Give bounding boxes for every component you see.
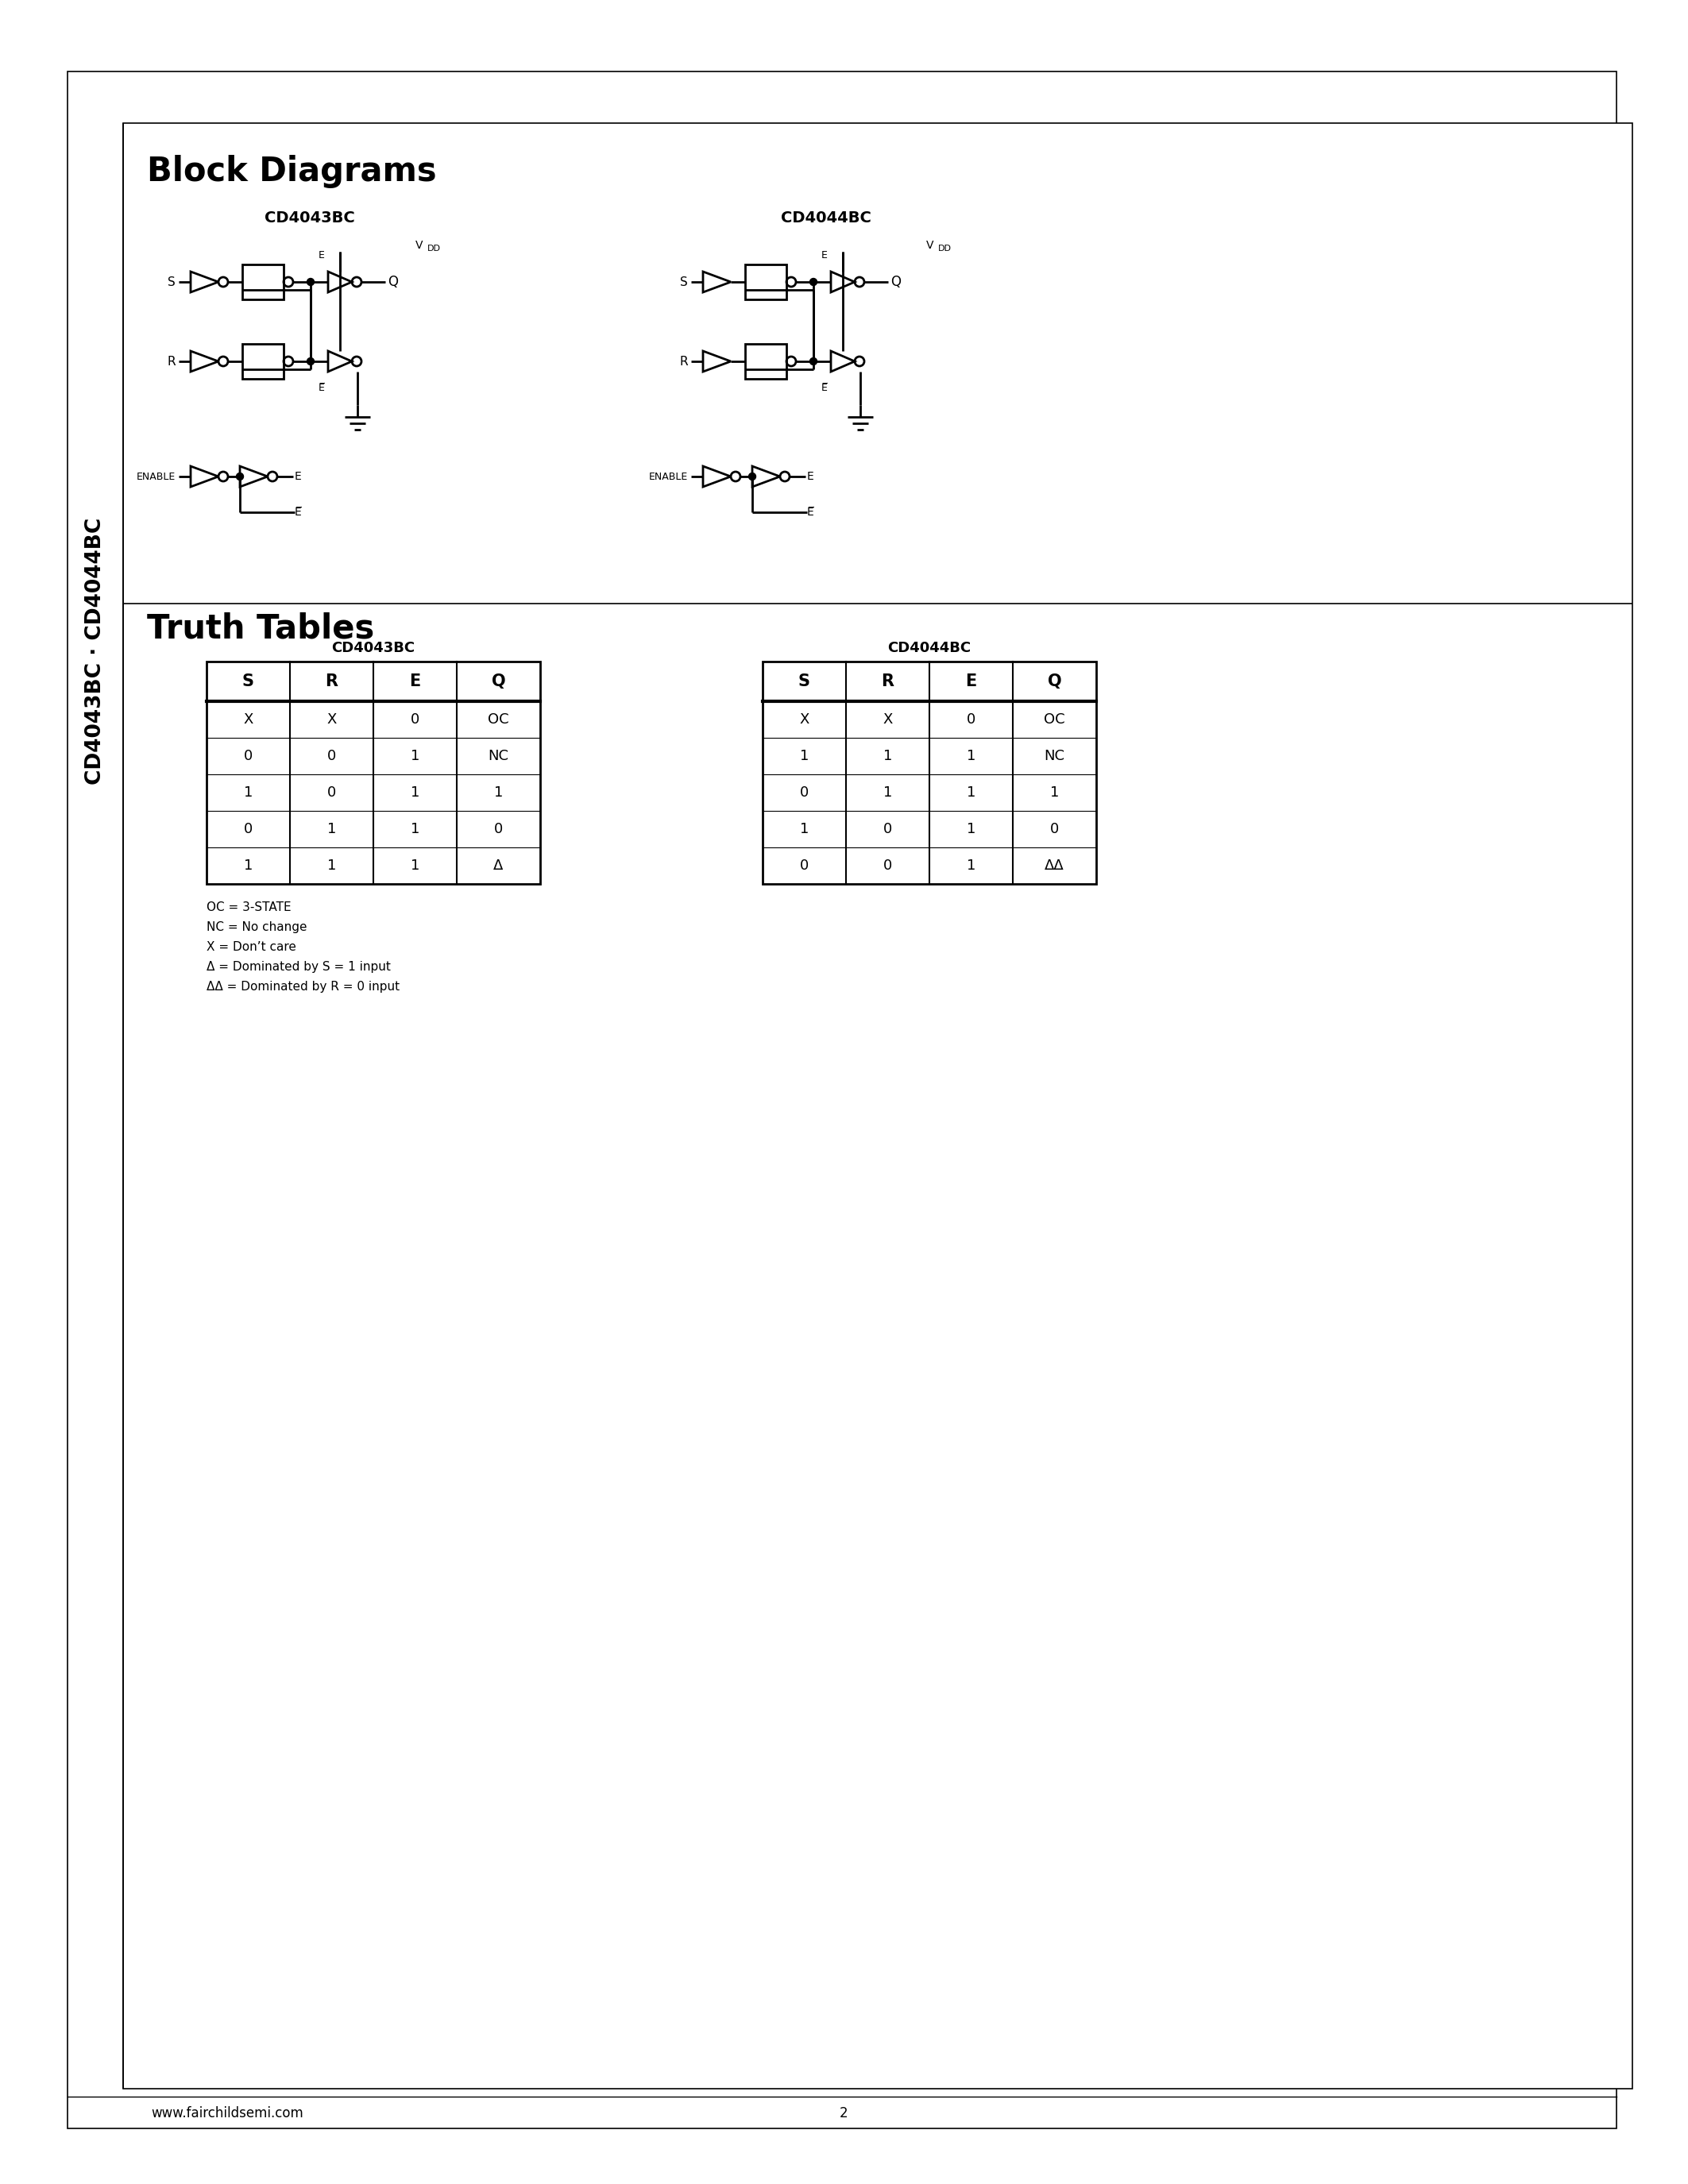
Text: DD: DD [427, 245, 441, 253]
Text: Δ: Δ [493, 858, 503, 874]
Text: Q: Q [491, 673, 505, 690]
Text: S: S [243, 673, 255, 690]
Text: ΔΔ: ΔΔ [1045, 858, 1065, 874]
Text: 1: 1 [327, 821, 336, 836]
Text: V: V [415, 240, 422, 251]
Text: S: S [167, 275, 176, 288]
Text: 1: 1 [327, 858, 336, 874]
Text: E: E [319, 251, 324, 260]
Text: 0: 0 [967, 712, 976, 727]
Text: R: R [680, 356, 689, 367]
Text: ΔΔ = Dominated by R = 0 input: ΔΔ = Dominated by R = 0 input [206, 981, 400, 994]
Bar [744, 343, 787, 378]
Text: CD4043BC: CD4043BC [331, 640, 415, 655]
Text: NC: NC [488, 749, 508, 762]
Text: 2: 2 [839, 2105, 847, 2121]
Text: X = Don’t care: X = Don’t care [206, 941, 295, 952]
Text: Q: Q [388, 275, 398, 288]
Text: CD4044BC: CD4044BC [782, 210, 871, 225]
Text: 0: 0 [495, 821, 503, 836]
Text: 1: 1 [883, 786, 893, 799]
Text: 0: 0 [883, 821, 893, 836]
Circle shape [810, 358, 817, 365]
Text: 0: 0 [327, 749, 336, 762]
Text: OC: OC [1043, 712, 1065, 727]
Text: X: X [243, 712, 253, 727]
Text: Q: Q [1048, 673, 1062, 690]
Bar [763, 662, 1096, 885]
Text: E: E [966, 673, 977, 690]
Text: www.fairchildsemi.com: www.fairchildsemi.com [150, 2105, 304, 2121]
Text: 1: 1 [967, 786, 976, 799]
Text: Q: Q [891, 275, 901, 288]
Text: Truth Tables: Truth Tables [147, 612, 375, 644]
Text: E: E [410, 673, 420, 690]
Text: OC = 3-STATE: OC = 3-STATE [206, 902, 292, 913]
Text: E̅: E̅ [822, 382, 827, 393]
Text: E: E [807, 472, 814, 483]
Text: 1: 1 [883, 749, 893, 762]
Text: S: S [798, 673, 810, 690]
Text: CD4043BC: CD4043BC [265, 210, 354, 225]
Text: R: R [167, 356, 176, 367]
Text: 0: 0 [883, 858, 893, 874]
Text: 1: 1 [800, 749, 809, 762]
Text: 0: 0 [800, 786, 809, 799]
Text: DD: DD [939, 245, 952, 253]
Text: 1: 1 [243, 858, 253, 874]
Text: 1: 1 [410, 749, 420, 762]
Text: 1: 1 [800, 821, 809, 836]
Text: ENABLE: ENABLE [648, 472, 689, 483]
Text: E̅: E̅ [807, 507, 814, 518]
Text: 1: 1 [967, 821, 976, 836]
Text: 1: 1 [495, 786, 503, 799]
Text: NC = No change: NC = No change [206, 922, 307, 933]
Circle shape [307, 277, 314, 286]
Text: E̅: E̅ [295, 507, 302, 518]
Text: R: R [881, 673, 895, 690]
Text: 0: 0 [410, 712, 420, 727]
Text: CD4044BC: CD4044BC [888, 640, 971, 655]
Text: X: X [883, 712, 893, 727]
Text: 1: 1 [967, 858, 976, 874]
Text: 1: 1 [243, 786, 253, 799]
Text: OC: OC [488, 712, 510, 727]
Text: V: V [925, 240, 933, 251]
Text: 1: 1 [410, 786, 420, 799]
Circle shape [749, 474, 756, 480]
Circle shape [236, 474, 243, 480]
Bar [206, 662, 540, 885]
Text: NC: NC [1045, 749, 1065, 762]
Text: 0: 0 [243, 821, 253, 836]
Text: 0: 0 [1050, 821, 1058, 836]
Text: 1: 1 [410, 821, 420, 836]
Text: Δ = Dominated by S = 1 input: Δ = Dominated by S = 1 input [206, 961, 390, 972]
Bar [243, 343, 284, 378]
Text: X: X [800, 712, 809, 727]
Text: X: X [327, 712, 336, 727]
Bar [123, 122, 1632, 2088]
Text: R: R [326, 673, 338, 690]
Text: E: E [822, 251, 827, 260]
Text: ENABLE: ENABLE [137, 472, 176, 483]
Text: Block Diagrams: Block Diagrams [147, 155, 437, 188]
Bar [243, 264, 284, 299]
Bar [744, 264, 787, 299]
Text: E̅: E̅ [319, 382, 324, 393]
Text: 0: 0 [243, 749, 253, 762]
Text: 0: 0 [800, 858, 809, 874]
Text: 1: 1 [410, 858, 420, 874]
Text: 0: 0 [327, 786, 336, 799]
Text: S: S [680, 275, 689, 288]
Text: E: E [295, 472, 302, 483]
Circle shape [810, 277, 817, 286]
Circle shape [307, 358, 314, 365]
Text: CD4043BC · CD4044BC: CD4043BC · CD4044BC [84, 518, 106, 784]
Text: 1: 1 [1050, 786, 1058, 799]
Text: 1: 1 [967, 749, 976, 762]
